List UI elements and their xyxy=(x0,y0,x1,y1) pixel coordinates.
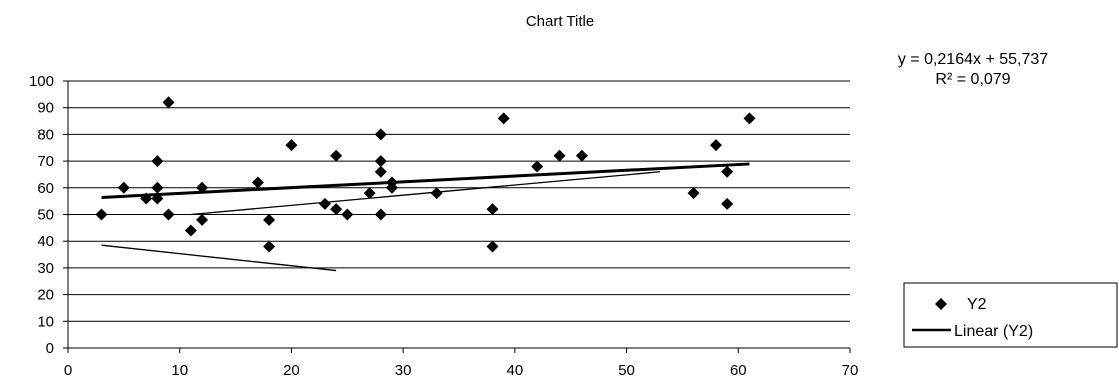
data-point xyxy=(743,112,756,125)
legend-marker-y2 xyxy=(935,298,947,310)
trend-lines xyxy=(101,162,750,272)
data-point xyxy=(486,203,499,216)
y-tick-label: 10 xyxy=(37,313,54,330)
data-point xyxy=(531,160,544,173)
data-point xyxy=(285,139,298,152)
data-point xyxy=(196,181,209,194)
y-tick-label: 90 xyxy=(37,100,54,117)
y-tick-label: 100 xyxy=(29,73,54,90)
axes xyxy=(63,80,851,353)
data-point xyxy=(162,96,175,109)
data-point xyxy=(385,181,398,194)
extra-line xyxy=(101,244,337,272)
legend: Y2 Linear (Y2) xyxy=(903,282,1118,348)
data-point xyxy=(140,192,153,205)
x-tick-label: 50 xyxy=(618,362,635,379)
data-point xyxy=(709,139,722,152)
x-axis-tick-labels: 0 10 20 30 40 50 60 70 xyxy=(64,362,859,379)
y-tick-label: 70 xyxy=(37,153,54,170)
data-points xyxy=(95,96,756,253)
data-point xyxy=(374,155,387,168)
chart-title: Chart Title xyxy=(526,13,594,30)
data-point xyxy=(184,224,197,237)
y-tick-label: 30 xyxy=(37,260,54,277)
y-axis-tick-labels: 0 10 20 30 40 50 60 70 80 90 100 xyxy=(29,73,54,357)
y-tick-label: 80 xyxy=(37,126,54,143)
data-point xyxy=(721,165,734,178)
data-point xyxy=(575,149,588,162)
grid-lines xyxy=(68,80,850,322)
x-tick-label: 40 xyxy=(507,362,524,379)
linear-trendline xyxy=(101,162,750,199)
data-point xyxy=(497,112,510,125)
data-point xyxy=(162,208,175,221)
x-tick-label: 70 xyxy=(842,362,859,379)
y-tick-label: 50 xyxy=(37,207,54,224)
data-point xyxy=(553,149,566,162)
legend-label-y2: Y2 xyxy=(967,296,987,313)
trendline-r-squared: R² = 0,079 xyxy=(935,71,1010,88)
data-point xyxy=(374,165,387,178)
x-tick-label: 0 xyxy=(64,362,72,379)
data-point xyxy=(721,197,734,210)
data-point xyxy=(374,128,387,141)
x-tick-label: 10 xyxy=(171,362,188,379)
data-point xyxy=(330,149,343,162)
trendline-equation: y = 0,2164x + 55,737 xyxy=(898,51,1048,68)
legend-box xyxy=(903,282,1118,348)
data-point xyxy=(151,192,164,205)
data-point xyxy=(117,181,130,194)
x-tick-label: 30 xyxy=(395,362,412,379)
data-point xyxy=(363,187,376,200)
data-point xyxy=(318,197,331,210)
data-point xyxy=(95,208,108,221)
data-point xyxy=(263,240,276,253)
data-point xyxy=(263,213,276,226)
data-point xyxy=(251,176,264,189)
y-tick-label: 20 xyxy=(37,287,54,304)
x-tick-label: 60 xyxy=(730,362,747,379)
data-point xyxy=(374,208,387,221)
data-point xyxy=(341,208,354,221)
x-tick-label: 20 xyxy=(283,362,300,379)
y-tick-label: 40 xyxy=(37,233,54,250)
data-point xyxy=(151,181,164,194)
data-point xyxy=(196,213,209,226)
data-point xyxy=(687,187,700,200)
data-point xyxy=(151,155,164,168)
extra-line xyxy=(190,171,661,216)
data-point xyxy=(486,240,499,253)
data-point xyxy=(330,203,343,216)
legend-label-linear: Linear (Y2) xyxy=(954,323,1033,340)
y-tick-label: 60 xyxy=(37,180,54,197)
data-point xyxy=(430,187,443,200)
y-tick-label: 0 xyxy=(46,340,54,357)
